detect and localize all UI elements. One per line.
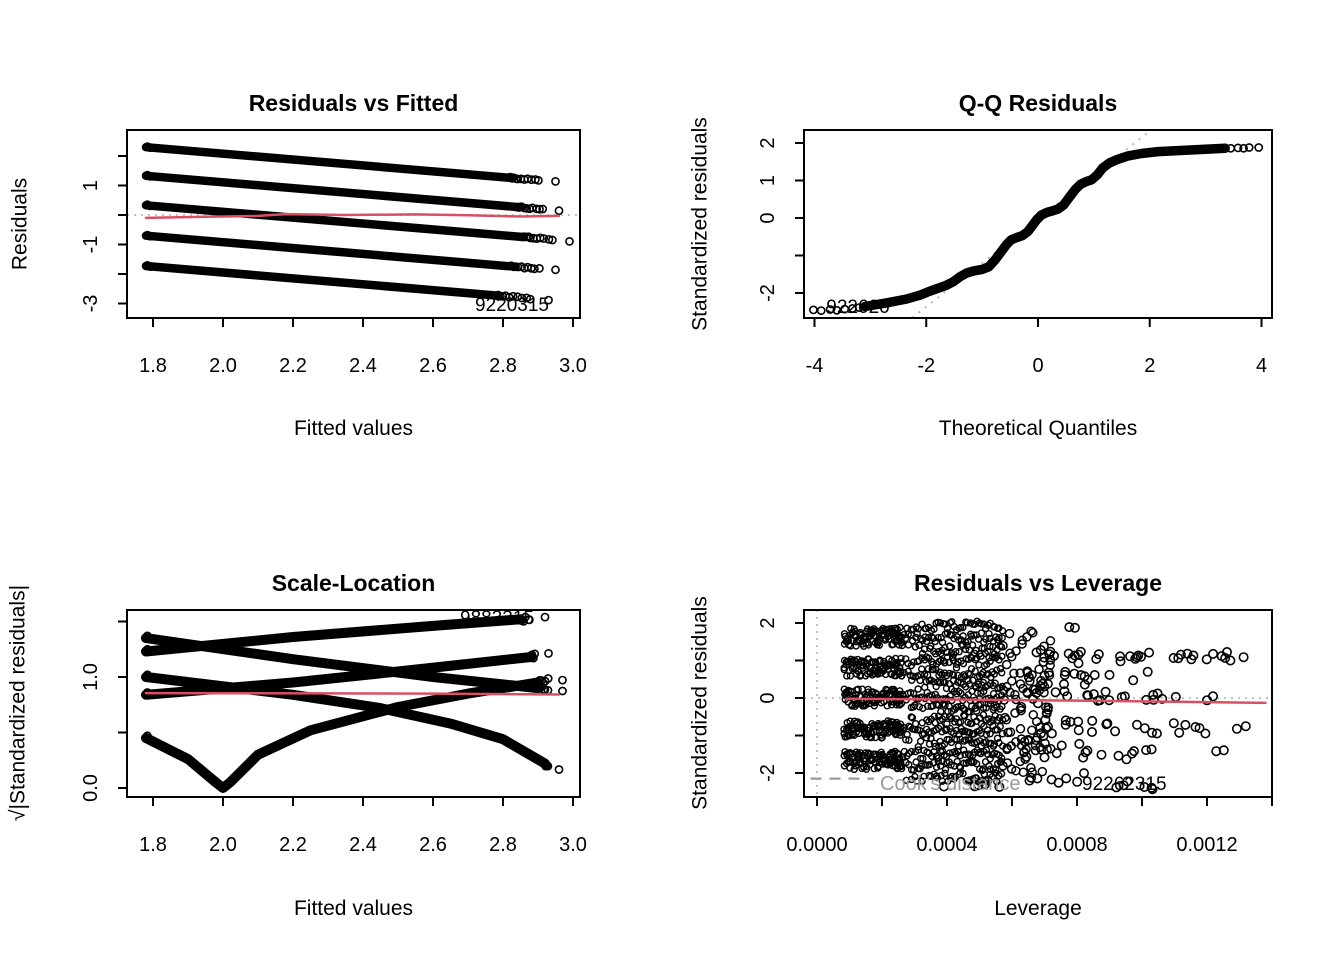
xlabel-fitted-values-top: Fitted values xyxy=(293,417,414,440)
y-tick-label: -2 xyxy=(757,764,779,782)
y-tick-label: 2 xyxy=(757,617,779,628)
xlabel-theoretical-quantiles: Theoretical Quantiles xyxy=(938,417,1138,440)
point-label-qq-residuals: 922620 xyxy=(826,297,890,318)
plot-frame xyxy=(803,609,1273,798)
x-tick-label: 4 xyxy=(1256,355,1267,377)
ylabel-standardized-residuals-top: Standardized residuals xyxy=(688,117,712,331)
panel-residuals-vs-fitted: 1.8 2.0 2.2 2.4 2.6 2.8 3.0 -3 -1 1 xyxy=(80,129,587,377)
x-tick-label: 2.4 xyxy=(349,355,377,377)
points-layer xyxy=(141,142,574,305)
panel-residuals-vs-leverage: 0.0000 0.0004 0.0008 0.0012 -2 0 2 xyxy=(757,609,1273,856)
x-tick-label: 2.6 xyxy=(419,834,447,856)
title-residuals-vs-leverage: Residuals vs Leverage xyxy=(913,570,1163,596)
x-tick-label: 2.8 xyxy=(489,834,517,856)
cooks-distance-legend-label: Cook's distance xyxy=(880,773,1021,795)
x-tick-label: -2 xyxy=(917,355,935,377)
point-label-residuals-vs-leverage: 92262315 xyxy=(1082,774,1167,795)
x-tick-label: 0 xyxy=(1032,355,1043,377)
panel-qq-residuals: -4 -2 0 2 4 -2 0 1 2 xyxy=(757,129,1273,377)
y-tick-label: 2 xyxy=(757,137,779,148)
x-tick-label: 0.0012 xyxy=(1176,834,1237,856)
x-tick-label: 1.8 xyxy=(139,355,167,377)
plot-frame xyxy=(126,129,581,319)
axes: 0.0000 0.0004 0.0008 0.0012 -2 0 2 xyxy=(757,609,1273,856)
title-residuals-vs-fitted: Residuals vs Fitted xyxy=(248,90,459,116)
y-tick-label: 1 xyxy=(757,175,779,186)
y-tick-label: 1.0 xyxy=(80,663,102,691)
x-tick-label: 3.0 xyxy=(559,355,587,377)
y-tick-label: 0.0 xyxy=(80,774,102,802)
x-tick-label: 0.0004 xyxy=(916,834,977,856)
y-tick-label: -2 xyxy=(757,284,779,302)
ylabel-standardized-residuals-bottom: Standardized residuals xyxy=(688,596,712,810)
title-qq-residuals: Q-Q Residuals xyxy=(958,90,1118,116)
point-label-residuals-vs-fitted: 9220315 xyxy=(475,295,549,316)
title-scale-location: Scale-Location xyxy=(271,570,436,596)
x-tick-label: 0.0008 xyxy=(1046,834,1107,856)
x-tick-label: 3.0 xyxy=(559,834,587,856)
points-layer xyxy=(141,612,567,793)
y-tick-label: 0 xyxy=(757,212,779,223)
x-tick-label: 2.8 xyxy=(489,355,517,377)
plot-frame xyxy=(126,609,581,798)
x-tick-label: -4 xyxy=(806,355,824,377)
ylabel-sqrt-standardized-residuals: √|Standardized residuals| xyxy=(6,584,30,822)
points-layer xyxy=(809,143,1264,315)
y-tick-label: -1 xyxy=(80,236,102,254)
axes: 1.8 2.0 2.2 2.4 2.6 2.8 3.0 0.0 1.0 xyxy=(80,609,587,856)
y-tick-label: 1 xyxy=(80,180,102,191)
point-label-scale-location: 9883315 xyxy=(460,608,534,629)
x-tick-label: 2.6 xyxy=(419,355,447,377)
axes: -4 -2 0 2 4 -2 0 1 2 xyxy=(757,129,1273,377)
x-tick-label: 2 xyxy=(1144,355,1155,377)
x-tick-label: 2.2 xyxy=(279,834,307,856)
xlabel-fitted-values-bottom: Fitted values xyxy=(293,897,414,920)
x-tick-label: 2.0 xyxy=(209,355,237,377)
xlabel-leverage: Leverage xyxy=(994,897,1082,920)
x-tick-label: 2.0 xyxy=(209,834,237,856)
points-layer xyxy=(840,617,1251,795)
panel-scale-location: 1.8 2.0 2.2 2.4 2.6 2.8 3.0 0.0 1.0 xyxy=(80,609,587,856)
x-tick-label: 2.4 xyxy=(349,834,377,856)
x-tick-label: 0.0000 xyxy=(786,834,847,856)
ylabel-residuals: Residuals xyxy=(8,177,32,271)
y-tick-label: -3 xyxy=(80,295,102,313)
axes: 1.8 2.0 2.2 2.4 2.6 2.8 3.0 -3 -1 1 xyxy=(80,129,587,377)
x-tick-label: 1.8 xyxy=(139,834,167,856)
x-tick-label: 2.2 xyxy=(279,355,307,377)
y-tick-label: 0 xyxy=(757,692,779,703)
